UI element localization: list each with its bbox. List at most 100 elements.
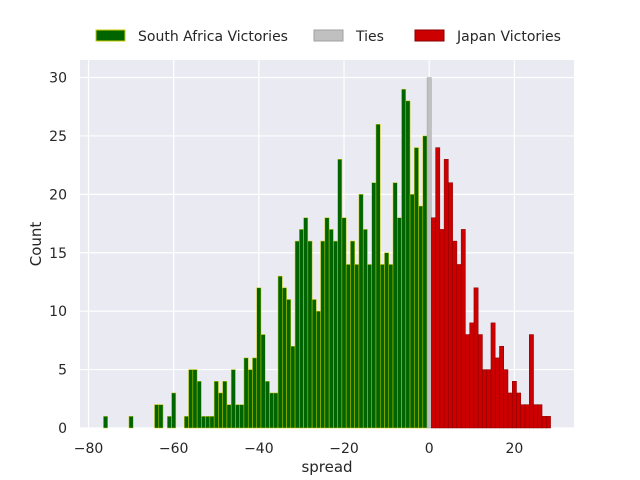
histogram-bar <box>439 229 445 429</box>
histogram-bar <box>184 416 189 429</box>
histogram-bar <box>456 264 462 429</box>
histogram-bar <box>128 416 134 429</box>
y-tick-label: 30 <box>49 71 67 87</box>
histogram-bar <box>431 217 436 429</box>
y-tick-label: 20 <box>49 187 67 203</box>
histogram-bar <box>324 217 330 429</box>
histogram-bar <box>222 381 228 429</box>
y-tick-label: 5 <box>58 363 67 379</box>
histogram-bar <box>469 322 475 429</box>
histogram-bar <box>299 229 304 429</box>
histogram-bar <box>316 310 321 429</box>
histogram-bar <box>490 322 496 429</box>
histogram-bar <box>337 159 343 429</box>
histogram-bar <box>516 392 522 429</box>
histogram-bar <box>350 240 355 429</box>
histogram-bar <box>354 264 360 429</box>
histogram-bar <box>213 381 219 429</box>
y-tick-label: 25 <box>49 129 67 145</box>
histogram-bar <box>286 299 292 429</box>
histogram-bar <box>265 381 270 429</box>
x-tick-label: 0 <box>425 441 434 457</box>
histogram-bar <box>243 357 249 429</box>
histogram-bar <box>158 404 164 429</box>
histogram-bar <box>371 182 377 429</box>
histogram-bar <box>303 217 309 429</box>
histogram-bar <box>418 205 424 429</box>
histogram-bar <box>473 287 479 429</box>
y-tick-label: 15 <box>49 246 67 262</box>
histogram-bar <box>282 287 287 429</box>
y-tick-label: 0 <box>58 421 67 437</box>
histogram-bar <box>201 416 206 429</box>
histogram-bar <box>260 334 266 429</box>
histogram-bar <box>460 229 466 429</box>
histogram-bar <box>188 369 194 429</box>
histogram-bar <box>341 217 347 429</box>
histogram-bar <box>320 240 326 429</box>
histogram-bar <box>209 416 215 429</box>
histogram-bar <box>512 381 517 429</box>
histogram-bar <box>167 416 172 429</box>
histogram-bar <box>541 416 547 429</box>
histogram-bar <box>311 299 317 429</box>
histogram-bar <box>333 240 338 429</box>
histogram-bar <box>388 264 394 429</box>
histogram-bar <box>192 369 198 429</box>
histogram-bar <box>171 392 177 429</box>
legend-label: Ties <box>355 29 384 45</box>
x-axis-label: spread <box>301 458 352 476</box>
histogram-bar <box>375 124 381 429</box>
legend-label: Japan Victories <box>456 29 561 45</box>
histogram-bar <box>154 404 160 429</box>
histogram-bar <box>401 88 407 429</box>
histogram-bar <box>362 229 368 429</box>
histogram-bar <box>499 345 504 429</box>
histogram-bar <box>226 404 232 429</box>
histogram-bar <box>230 369 236 429</box>
histogram-bar <box>529 334 534 429</box>
histogram-bar <box>328 229 334 429</box>
histogram-bar <box>452 240 458 429</box>
x-tick-labels: −80 −60 −40 −20 0 20 <box>74 441 524 457</box>
histogram-bar <box>426 77 432 429</box>
histogram-bar <box>448 182 453 429</box>
histogram-bar <box>103 416 108 429</box>
histogram-bar <box>196 381 202 429</box>
histogram-bar <box>397 217 402 429</box>
legend-swatch <box>95 29 126 42</box>
histogram-bar <box>482 369 487 429</box>
histogram-bar <box>520 404 526 429</box>
histogram-bar <box>537 404 543 429</box>
histogram-bar <box>256 287 262 429</box>
histogram-bar <box>205 416 211 429</box>
histogram-bar <box>533 404 539 429</box>
histogram-bar <box>269 392 275 429</box>
x-tick-label: −60 <box>159 441 189 457</box>
histogram-bar <box>247 369 253 429</box>
legend-swatch <box>313 29 344 42</box>
histogram-bar <box>409 194 415 429</box>
histogram-bar <box>414 147 419 429</box>
histogram-bar <box>405 100 411 429</box>
x-tick-label: 20 <box>505 441 523 457</box>
legend: South Africa Victories Ties Japan Victorie… <box>95 29 561 45</box>
histogram-bar <box>524 404 530 429</box>
histogram-bar <box>507 392 513 429</box>
histogram-bar <box>379 264 385 429</box>
histogram-bar <box>239 404 245 429</box>
bars-group <box>103 77 551 429</box>
histogram-bar <box>235 404 240 429</box>
histogram-bar <box>422 135 428 429</box>
y-axis-label: Count <box>27 222 45 267</box>
y-tick-labels: 0 5 10 15 20 25 30 <box>49 71 67 437</box>
legend-swatch <box>414 29 445 42</box>
histogram-bar <box>290 345 296 429</box>
histogram-bar <box>465 334 470 429</box>
histogram-bar <box>494 357 500 429</box>
histogram-bar <box>392 182 398 429</box>
histogram-bar <box>252 357 257 429</box>
histogram-bar <box>277 275 283 429</box>
histogram-bar <box>345 264 351 429</box>
